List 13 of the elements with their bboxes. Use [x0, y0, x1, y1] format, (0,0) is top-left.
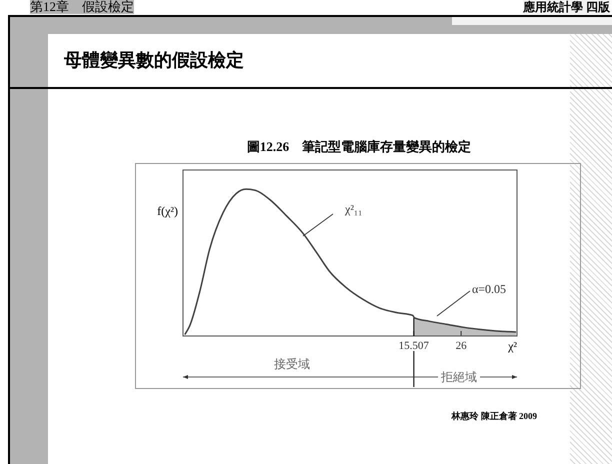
annotation: α=0.05: [472, 282, 506, 297]
x-tick-label: 15.507: [398, 340, 430, 352]
text: 第12章 假設檢定: [30, 0, 134, 14]
chart-subtitle: 圖12.26 筆記型電腦庫存量變異的檢定: [246, 138, 472, 156]
y-axis-title: f(χ²): [157, 204, 178, 218]
x-tick-label: 26: [456, 340, 468, 352]
chart-title: 母體變異數的假設檢定: [64, 49, 244, 72]
text: 應用統計學 四版: [523, 0, 610, 14]
annotation: χ²₁₁: [345, 202, 362, 217]
text: 接受域: [274, 356, 310, 373]
x-axis-title: χ²: [507, 339, 518, 353]
text: 拒絕域: [438, 369, 480, 386]
text: 林惠玲 陳正倉著 2009: [452, 410, 537, 423]
